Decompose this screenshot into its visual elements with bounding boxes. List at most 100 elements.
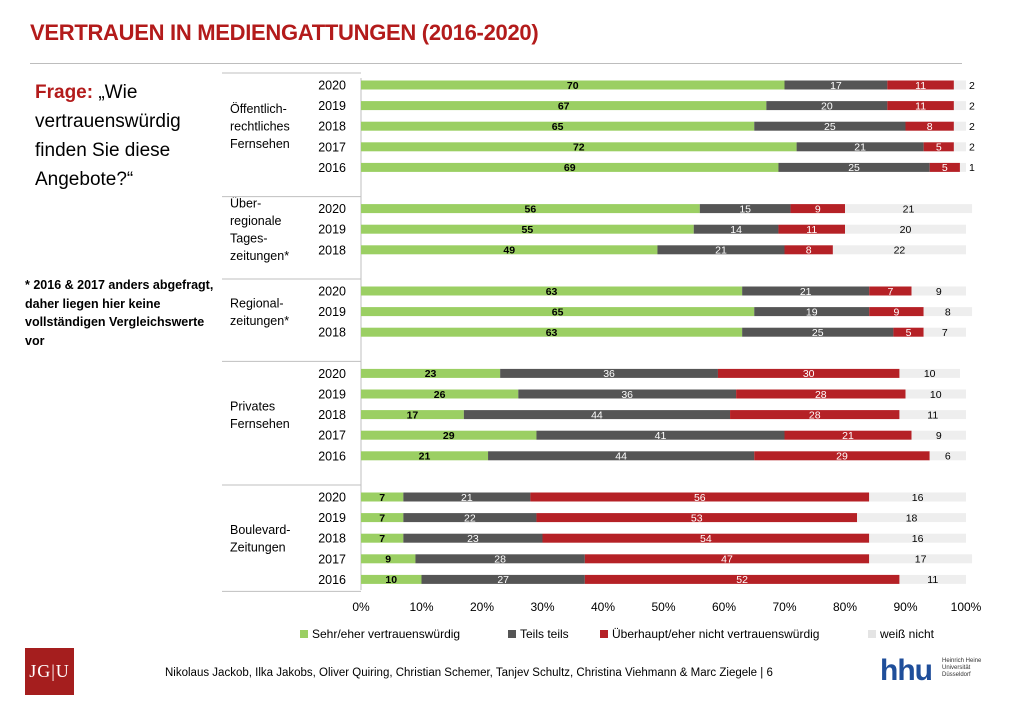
group-label: Regional-	[230, 296, 284, 310]
bar-segment	[953, 142, 966, 152]
year-label: 2020	[318, 367, 346, 381]
data-label: 14	[730, 224, 742, 236]
data-label: 10	[930, 389, 942, 401]
bar-segment	[832, 245, 966, 255]
group-label: Öffentlich-	[230, 102, 287, 116]
year-label: 2018	[318, 243, 346, 257]
bar-segment	[584, 554, 870, 564]
bar-segment	[857, 513, 966, 523]
bar-segment	[361, 224, 694, 234]
data-label: 30	[803, 368, 815, 380]
hhu-logo: hhu Heinrich Heine Universität Düsseldor…	[880, 654, 990, 688]
bar-segment	[869, 533, 966, 543]
bar-segment	[500, 368, 718, 378]
data-label: 2	[969, 142, 975, 154]
group-label: zeitungen*	[230, 249, 289, 263]
x-tick-label: 0%	[352, 600, 370, 614]
data-label: 8	[927, 121, 933, 133]
bar-segment	[869, 554, 973, 564]
year-label: 2019	[318, 388, 346, 402]
legend-swatch	[868, 630, 876, 638]
year-label: 2017	[318, 552, 346, 566]
bar-segment	[361, 101, 767, 111]
data-label: 16	[912, 533, 924, 545]
bar-segment	[736, 389, 906, 399]
bar-segment	[693, 224, 779, 234]
bar-segment	[953, 80, 966, 90]
year-label: 2016	[318, 573, 346, 587]
data-label: 21	[419, 451, 431, 463]
bar-segment	[953, 121, 966, 131]
year-label: 2019	[318, 223, 346, 237]
bar-segment	[717, 368, 900, 378]
bar-segment	[361, 554, 416, 564]
data-label: 2	[969, 80, 975, 92]
data-label: 21	[715, 245, 727, 257]
bar-segment	[911, 430, 966, 440]
year-label: 2019	[318, 99, 346, 113]
question-text: „Wie vertrauenswürdig finden Sie diese A…	[35, 82, 181, 190]
bar-segment	[403, 533, 543, 543]
bar-segment	[899, 574, 966, 584]
group-label: Fernsehen	[230, 417, 290, 431]
bar-segment	[959, 162, 966, 172]
data-label: 1	[969, 162, 975, 174]
data-label: 7	[379, 533, 385, 545]
data-label: 17	[407, 409, 419, 421]
bar-segment	[953, 101, 966, 111]
bar-segment	[905, 121, 954, 131]
legend-label: Teils teils	[520, 627, 569, 641]
year-label: 2019	[318, 511, 346, 525]
group-label: Boulevard-	[230, 523, 290, 537]
data-label: 67	[558, 100, 570, 112]
bar-segment	[754, 307, 870, 317]
group-label: Privates	[230, 399, 275, 413]
data-label: 19	[806, 306, 818, 318]
bar-segment	[584, 574, 900, 584]
data-label: 22	[464, 512, 476, 524]
data-label: 63	[546, 327, 558, 339]
bar-segment	[911, 286, 966, 296]
data-label: 29	[836, 451, 848, 463]
year-label: 2016	[318, 449, 346, 463]
year-label: 2018	[318, 408, 346, 422]
x-tick-label: 20%	[470, 600, 494, 614]
legend-swatch	[300, 630, 308, 638]
data-label: 25	[824, 121, 836, 133]
legend-swatch	[600, 630, 608, 638]
data-label: 23	[467, 533, 479, 545]
bar-segment	[361, 80, 785, 90]
data-label: 9	[936, 430, 942, 442]
bar-segment	[845, 204, 973, 214]
data-label: 53	[691, 512, 703, 524]
data-label: 28	[815, 389, 827, 401]
bar-segment	[361, 204, 700, 214]
data-label: 16	[912, 492, 924, 504]
bar-segment	[361, 142, 797, 152]
data-label: 8	[945, 306, 951, 318]
year-label: 2018	[318, 120, 346, 134]
x-tick-label: 10%	[409, 600, 433, 614]
question-block: Frage: „Wie vertrauenswürdig finden Sie …	[35, 78, 235, 194]
data-label: 65	[552, 121, 564, 133]
bar-segment	[923, 307, 973, 317]
bar-segment	[488, 451, 755, 461]
slide-title: VERTRAUEN IN MEDIENGATTUNGEN (2016-2020)	[30, 20, 539, 45]
data-label: 41	[655, 430, 667, 442]
footer-authors: Nikolaus Jackob, Ilka Jakobs, Oliver Qui…	[165, 667, 773, 679]
data-label: 15	[739, 203, 751, 215]
bar-segment	[790, 204, 845, 214]
year-label: 2020	[318, 285, 346, 299]
bar-segment	[361, 307, 755, 317]
data-label: 70	[567, 80, 579, 92]
year-label: 2016	[318, 161, 346, 175]
bar-segment	[361, 286, 743, 296]
bar-segment	[463, 410, 731, 420]
year-label: 2017	[318, 140, 346, 154]
bar-segment	[361, 327, 743, 337]
bar-segment	[869, 307, 924, 317]
bar-segment	[361, 121, 755, 131]
bar-segment	[403, 492, 531, 502]
data-label: 9	[894, 306, 900, 318]
data-label: 11	[927, 574, 938, 586]
